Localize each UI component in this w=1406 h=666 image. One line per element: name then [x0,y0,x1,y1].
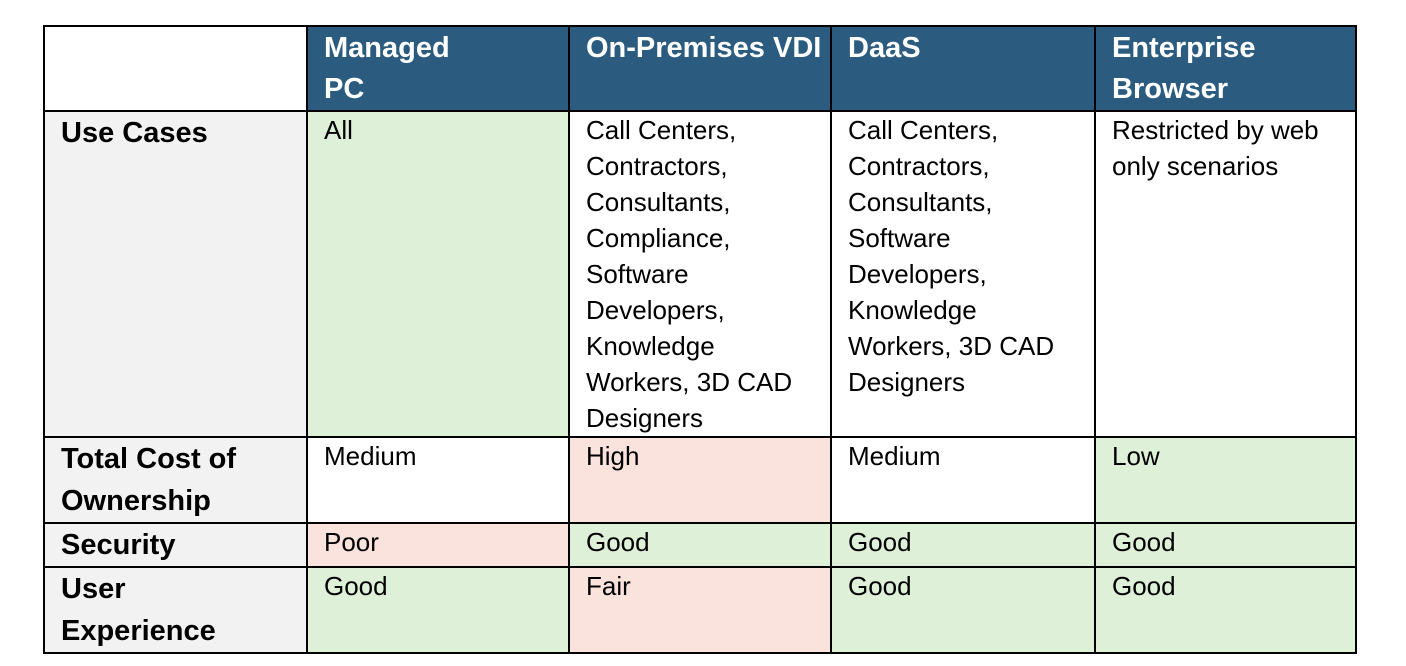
table-row-use-cases: Use Cases All Call Centers, Contractors,… [43,110,1357,438]
cell-tco-on-premises-vdi: High [568,436,832,524]
cell-ux-daas: Good [830,566,1096,654]
table-row-total-cost: Total Cost of Ownership Medium High Medi… [43,436,1357,524]
cell-ux-managed-pc: Good [306,566,570,654]
comparison-table: Managed PC On-Premises VDI DaaS Enterpri… [43,25,1357,654]
row-label-use-cases: Use Cases [43,110,308,438]
cell-security-enterprise-browser: Good [1094,522,1357,568]
row-label-user-experience: User Experience [43,566,308,654]
row-label-security: Security [43,522,308,568]
cell-ux-on-premises-vdi: Fair [568,566,832,654]
table-row-user-experience: User Experience Good Fair Good Good [43,566,1357,654]
cell-use-cases-managed-pc: All [306,110,570,438]
row-label-total-cost: Total Cost of Ownership [43,436,308,524]
cell-tco-enterprise-browser: Low [1094,436,1357,524]
header-on-premises-vdi: On-Premises VDI [568,25,832,112]
header-daas: DaaS [830,25,1096,112]
header-enterprise-browser: Enterprise Browser [1094,25,1357,112]
header-managed-pc: Managed PC [306,25,570,112]
cell-tco-managed-pc: Medium [306,436,570,524]
cell-security-on-premises-vdi: Good [568,522,832,568]
table-row-security: Security Poor Good Good Good [43,522,1357,568]
header-row: Managed PC On-Premises VDI DaaS Enterpri… [43,25,1357,112]
cell-use-cases-enterprise-browser: Restricted by web only scenarios [1094,110,1357,438]
cell-security-daas: Good [830,522,1096,568]
header-corner-cell [43,25,308,112]
cell-tco-daas: Medium [830,436,1096,524]
cell-security-managed-pc: Poor [306,522,570,568]
cell-use-cases-on-premises-vdi: Call Centers, Contractors, Consultants, … [568,110,832,438]
cell-ux-enterprise-browser: Good [1094,566,1357,654]
cell-use-cases-daas: Call Centers, Contractors, Consultants, … [830,110,1096,438]
